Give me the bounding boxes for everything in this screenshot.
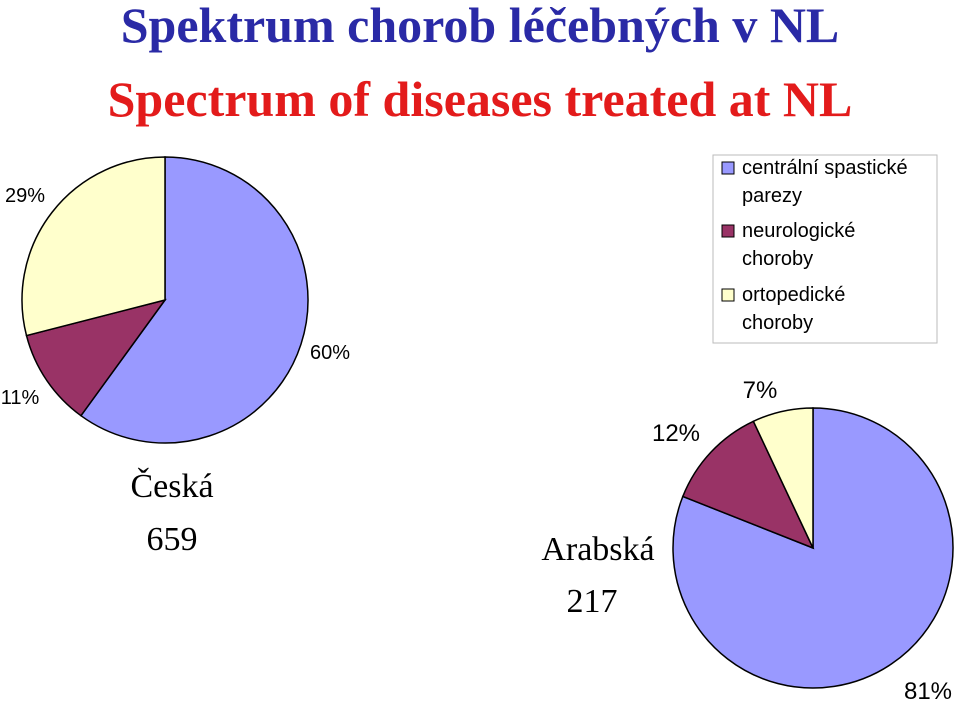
value-label: 29% [5,185,45,207]
legend-line: choroby [742,312,813,334]
legend: centrální spastické parezy neurologické cho… [721,157,908,334]
value-label: 11% [1,387,40,409]
legend-swatch [721,161,735,175]
pie-slice [25,298,167,417]
pie-title: Česká [130,467,213,505]
subtitle: Spectrum of diseases treated at NL [108,71,853,127]
pie-title: Arabská [541,531,654,568]
legend-line: parezy [742,185,802,207]
legend-line: ortopedické [742,284,845,306]
legend-label: ortopedické choroby [742,284,845,334]
legend-swatch [721,224,735,238]
legend-line: centrální spastické [742,157,908,179]
legend-box [712,154,938,344]
value-label: 12% [652,420,700,447]
pie-total: 659 [147,521,198,558]
pie-total: 217 [567,583,618,620]
pie-slice [681,420,815,550]
value-label: 81% [904,678,952,702]
legend-label: neurologické choroby [742,220,855,270]
pie-slice [752,407,814,549]
legend-swatch [721,288,735,302]
legend-line: choroby [742,248,813,270]
pie-slice [79,156,309,444]
value-label: 60% [310,342,350,364]
legend-line: neurologické [742,220,855,242]
pie-slice [21,156,166,337]
value-label: 7% [743,377,778,404]
title: Spektrum chorob léčebných v NL [121,0,840,53]
legend-label: centrální spastické parezy [742,157,908,207]
